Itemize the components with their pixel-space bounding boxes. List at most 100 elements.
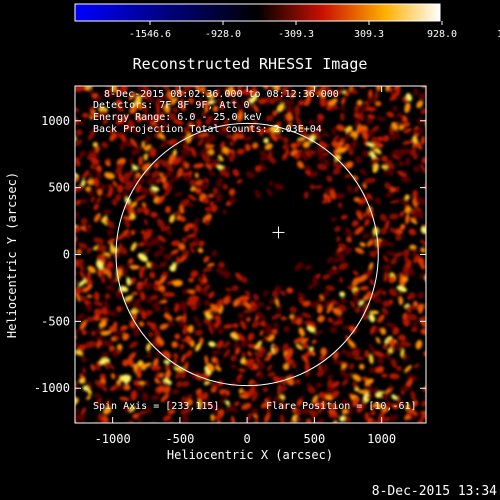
heatmap-blob [93, 203, 99, 211]
heatmap-blob [366, 96, 376, 103]
heatmap-blob [90, 196, 96, 203]
heatmap-blob [163, 313, 173, 321]
heatmap-blob [391, 154, 401, 160]
heatmap-blob [315, 134, 322, 140]
heatmap-blob [427, 295, 434, 304]
heatmap-blob [326, 175, 333, 183]
heatmap-blob [404, 194, 410, 201]
heatmap-blob [369, 325, 377, 335]
heatmap-blob [200, 76, 208, 86]
heatmap-blob [65, 226, 71, 238]
heatmap-blob [236, 76, 246, 83]
heatmap-blob [271, 344, 280, 350]
heatmap-blob [263, 289, 268, 297]
heatmap-blob [305, 149, 317, 155]
heatmap-blob [406, 374, 418, 381]
heatmap-blob [158, 261, 168, 269]
heatmap-blob [265, 127, 271, 134]
heatmap-blob [329, 189, 337, 200]
heatmap-blob [99, 110, 107, 118]
heatmap-blob [415, 197, 426, 205]
heatmap-blob [183, 161, 190, 170]
heatmap-blob [93, 308, 103, 316]
heatmap-blob [345, 161, 354, 169]
heatmap-blob [305, 90, 312, 97]
heatmap-blob [314, 185, 323, 189]
heatmap-blob [354, 185, 360, 193]
heatmap-blob [75, 157, 81, 167]
heatmap-blob [111, 349, 118, 358]
heatmap-blob [166, 178, 174, 187]
heatmap-blob [296, 399, 303, 407]
heatmap-blob [346, 351, 353, 359]
heatmap-blob [354, 226, 364, 235]
heatmap-blob [405, 93, 413, 102]
heatmap-blob [64, 356, 71, 363]
heatmap-blob [423, 350, 426, 357]
heatmap-blob [152, 284, 161, 292]
heatmap-blob [385, 192, 392, 198]
heatmap-blob [317, 363, 323, 372]
heatmap-blob [358, 300, 365, 307]
heatmap-blob [137, 383, 144, 391]
heatmap-blob [418, 303, 424, 314]
heatmap-blob [150, 237, 161, 245]
heatmap-blob [215, 88, 221, 97]
heatmap-blob [362, 212, 367, 218]
heatmap-blob [204, 355, 209, 365]
heatmap-blob [341, 97, 346, 105]
heatmap-blob [187, 194, 197, 201]
heatmap-blob [212, 187, 219, 195]
heatmap-blob [351, 138, 358, 150]
heatmap-blob [426, 238, 434, 247]
heatmap-blob [69, 76, 80, 84]
heatmap-blob [383, 271, 388, 283]
heatmap-blob [105, 285, 115, 291]
heatmap-blob [354, 118, 361, 127]
heatmap-blob [318, 154, 324, 161]
heatmap-blob [105, 262, 114, 269]
heatmap-blob [372, 163, 379, 173]
heatmap-blob [400, 176, 412, 183]
heatmap-blob [352, 374, 362, 382]
heatmap-blob [198, 132, 210, 138]
heatmap-blob [94, 397, 103, 407]
heatmap-blob [375, 366, 385, 374]
heatmap-blob [130, 242, 137, 252]
heatmap-blob [229, 141, 235, 147]
heatmap-blob [215, 97, 222, 103]
heatmap-blob [313, 329, 323, 337]
heatmap-blob [298, 100, 305, 106]
heatmap-blob [235, 272, 244, 281]
heatmap-blob [381, 392, 389, 401]
heatmap-blob [398, 160, 405, 167]
heatmap-blob [253, 419, 259, 423]
heatmap-blob [105, 219, 115, 229]
heatmap-blob [330, 326, 337, 334]
heatmap-blob [199, 183, 210, 191]
heatmap-blob [79, 373, 86, 380]
heatmap-blob [186, 299, 198, 306]
heatmap-blob [387, 347, 394, 354]
heatmap-blob [267, 86, 273, 92]
heatmap-blob [93, 393, 101, 398]
heatmap-blob [252, 363, 259, 370]
heatmap-blob [62, 102, 71, 107]
heatmap-blob [310, 86, 317, 90]
heatmap-blob [96, 247, 105, 253]
heatmap-blob [350, 130, 359, 139]
heatmap-blob [264, 413, 271, 423]
heatmap-blob [397, 148, 405, 157]
heatmap-blob [76, 313, 85, 321]
heatmap-blob [154, 306, 162, 312]
heatmap-blob [395, 234, 402, 241]
heatmap-blob [286, 287, 294, 294]
heatmap-blob [107, 187, 114, 198]
heatmap-blob [135, 367, 142, 379]
heatmap-blob [107, 257, 113, 264]
heatmap-blob [295, 318, 303, 326]
heatmap-blob [350, 88, 358, 95]
heatmap-blob [395, 130, 400, 140]
heatmap-blob [316, 369, 325, 378]
heatmap-blob [178, 243, 186, 251]
